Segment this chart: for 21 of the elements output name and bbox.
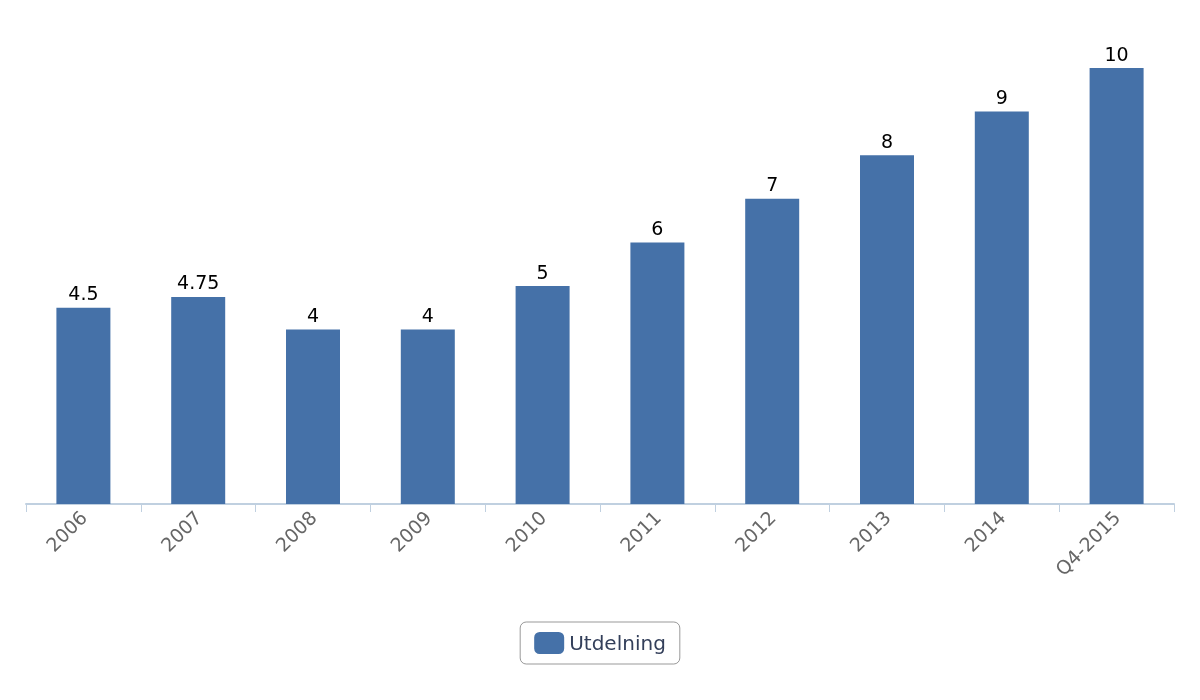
data-label: 4.75	[177, 271, 220, 294]
bar	[974, 111, 1029, 504]
data-label: 4	[421, 304, 434, 327]
bar	[56, 307, 111, 504]
data-label: 4.5	[68, 282, 99, 305]
data-label: 4	[306, 304, 320, 327]
bar	[745, 198, 800, 504]
data-label: 7	[766, 173, 779, 196]
bar	[1089, 68, 1144, 504]
data-label: 5	[536, 260, 549, 283]
data-label: 8	[880, 129, 894, 152]
data-label: 9	[995, 86, 1008, 109]
bar	[171, 296, 226, 504]
data-label: 6	[651, 216, 664, 239]
bar	[400, 329, 455, 504]
bar	[860, 155, 914, 504]
data-label: 10	[1104, 42, 1129, 65]
bar	[630, 242, 685, 504]
legend-label: Utdelning	[569, 631, 666, 655]
bar	[515, 286, 570, 504]
bar	[286, 329, 340, 504]
